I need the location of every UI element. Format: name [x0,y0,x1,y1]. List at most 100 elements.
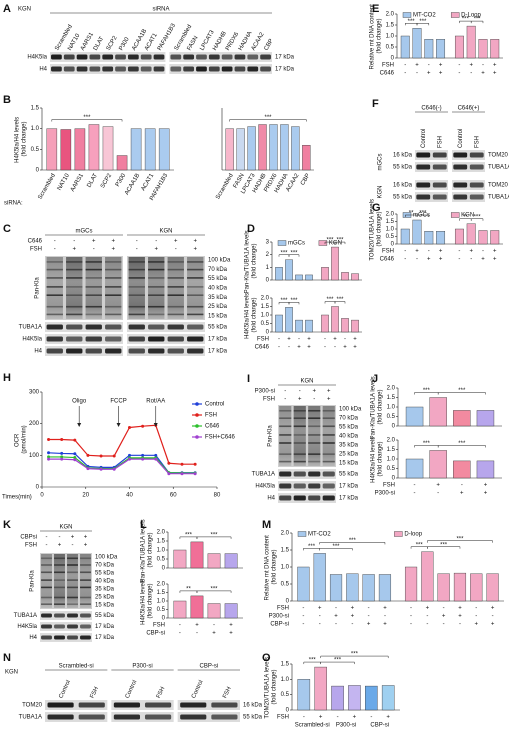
condition-sign: + [297,345,301,351]
bar [207,553,221,569]
bar [297,679,311,711]
significance-bracket [288,254,300,257]
x-tick-label: 60 [170,493,177,499]
condition-sign: + [439,63,443,69]
condition-sign: - [426,622,428,628]
condition-sign: + [427,257,431,263]
significance-bracket [51,119,123,122]
size-marker: 15 kDa [208,314,228,320]
size-marker: 17 kDa [275,67,295,73]
significance-label: *** [336,238,344,244]
band [170,66,182,72]
y-axis-label: H4K5la/H4 levels (fold change) [140,577,153,625]
condition-sign: - [288,345,290,351]
band [432,194,447,200]
band [46,336,63,342]
condition-sign: + [442,614,446,620]
size-marker: 35 kDa [208,295,228,301]
band [128,261,145,263]
y-tick-label: 1.0 [387,405,396,411]
band [148,313,165,316]
bar [158,128,170,171]
point [193,472,197,476]
band [247,54,259,60]
condition-sign: - [59,535,61,541]
legend-label: MT-CO2 [413,13,436,19]
band [105,268,122,271]
y-tick-label: 1.0 [157,599,166,605]
band [279,434,292,436]
y-tick-label: 1.0 [281,677,290,683]
band [187,313,204,316]
band [46,324,63,330]
band [167,277,184,279]
band [322,409,335,412]
bar [275,267,283,281]
y-axis-label: Pan-Kla/TUBA1A levels (fold change) [140,518,153,583]
bar [190,595,204,619]
band [47,714,74,720]
lane-smear [46,257,63,319]
condition-sign: + [458,614,462,620]
band [187,286,204,288]
size-marker: 15 kDa [95,603,115,609]
condition-sign: + [229,623,233,629]
size-marker: 55 kDa [95,613,115,619]
significance-bracket [334,301,346,304]
blot-strip [40,622,92,631]
condition-sign: + [484,491,488,497]
condition-sign: + [427,71,431,77]
cell-line: KGN [5,670,18,676]
band [54,624,65,629]
band [51,66,62,72]
condition-sign: + [327,389,331,395]
band [80,596,91,599]
y-tick-label: 300 [29,390,40,396]
lane-label: FSH [437,136,443,148]
bar [400,228,410,245]
legend-swatch [450,212,460,218]
y-tick-label: 0.5 [281,692,290,698]
condition-sign: - [459,622,461,628]
condition-label: FSH [382,63,394,69]
bar [362,574,375,602]
significance-label: *** [309,658,317,664]
condition-sign: - [426,614,428,620]
y-tick-label: 200 [29,421,40,427]
y-tick-label: 0.5 [157,557,166,563]
band [85,277,102,279]
band [279,460,292,463]
legend-swatch [394,531,403,537]
y-tick-label: 0 [391,242,395,248]
condition-sign: - [284,397,286,403]
band [322,471,335,477]
condition-sign: + [481,257,485,263]
point [128,457,131,461]
bar [116,155,128,171]
band [80,613,91,618]
bar [478,230,488,245]
condition-sign: + [484,483,488,489]
condition-sign: + [415,249,419,255]
event-label: Rot/AA [146,399,165,405]
band [148,294,165,296]
bar [351,319,359,333]
significance-bracket [320,661,355,665]
condition-sign: - [72,543,74,549]
condition-label: FSH [382,249,394,255]
condition-sign: + [493,63,497,69]
size-marker: 70 kDa [339,416,359,422]
point [167,472,171,476]
row-label: H4K5la [27,55,47,61]
significance-bracket [334,241,346,245]
condition-sign: + [195,623,199,629]
band [167,305,184,308]
lane-label: FSH [90,686,101,699]
point [154,457,158,461]
lane-smear [67,554,78,608]
band [308,483,321,489]
band [308,425,321,428]
band [247,66,259,72]
band [41,557,52,560]
size-marker: 100 kDa [339,407,362,413]
